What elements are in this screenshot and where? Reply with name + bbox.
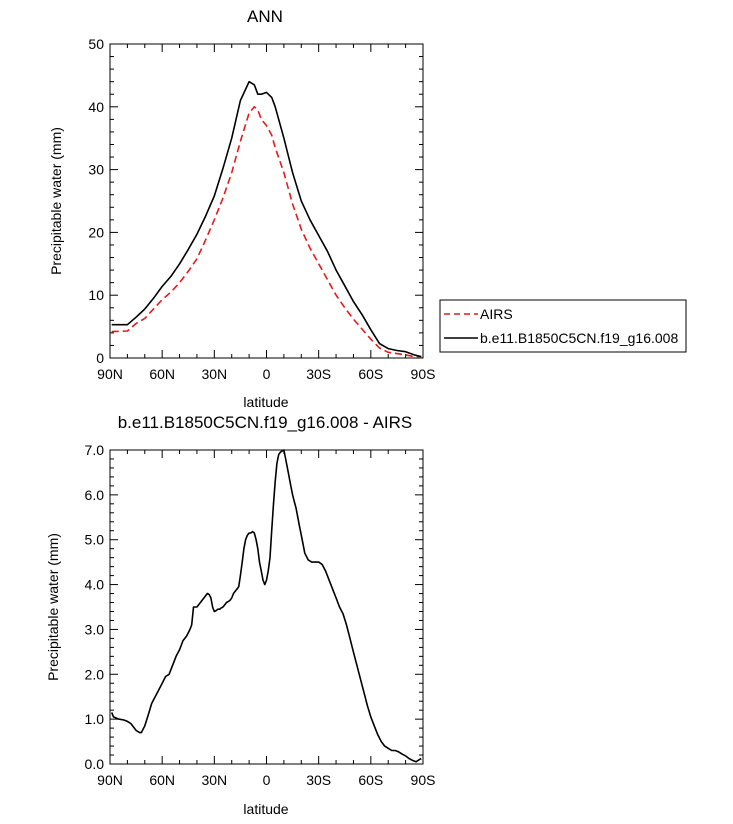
y-axis-ticks: 0.0 1.0 2.0 3.0 4.0 5.0 6.0 7.0 <box>85 442 423 772</box>
y-tick-label: 10 <box>88 287 104 303</box>
x-axis-ticks: 90N 60N 30N 0 30S 60S 90S <box>97 44 435 382</box>
x-tick-label: 90N <box>97 772 123 788</box>
series-lines <box>111 80 422 359</box>
y-tick-label: 50 <box>88 36 104 52</box>
y-tick-label: 0.0 <box>85 756 105 772</box>
chart-precipitable-water-annual: ANN 0 10 20 30 40 50 90N 60N 30N 0 30S 60S 90S lati… <box>48 7 687 410</box>
x-tick-label: 0 <box>263 772 271 788</box>
y-tick-label: 0 <box>96 350 104 366</box>
legend-label-airs: AIRS <box>480 306 513 322</box>
y-tick-label: 2.0 <box>85 666 105 682</box>
y-axis-label: Precipitable water (mm) <box>48 127 64 275</box>
x-tick-label: 60S <box>358 772 383 788</box>
y-tick-label: 4.0 <box>85 577 105 593</box>
y-axis-label: Precipitable water (mm) <box>45 533 61 681</box>
y-tick-label: 40 <box>88 99 104 115</box>
y-tick-label: 1.0 <box>85 711 105 727</box>
x-tick-label: 30N <box>201 772 227 788</box>
x-tick-label: 30S <box>306 772 331 788</box>
y-axis-ticks: 0 10 20 30 40 50 <box>88 36 423 366</box>
chart-title: ANN <box>247 7 283 26</box>
x-tick-label: 0 <box>263 366 271 382</box>
series-line-model <box>111 80 422 358</box>
plot-frame <box>109 449 424 765</box>
x-tick-label: 60N <box>149 772 175 788</box>
legend-box <box>439 299 687 353</box>
x-tick-label: 30S <box>306 366 331 382</box>
legend-label-model: b.e11.B1850C5CN.f19_g16.008 <box>480 330 678 346</box>
x-tick-label: 60S <box>358 366 383 382</box>
x-axis-ticks: 90N 60N 30N 0 30S 60S 90S <box>97 450 435 788</box>
y-tick-label: 7.0 <box>85 442 105 458</box>
chart-precipitable-water-difference: b.e11.B1850C5CN.f19_g16.008 - AIRS 0.0 1.… <box>45 413 435 817</box>
x-tick-label: 90S <box>411 772 436 788</box>
x-tick-label: 60N <box>149 366 175 382</box>
x-tick-label: 30N <box>201 366 227 382</box>
y-tick-label: 30 <box>88 162 104 178</box>
y-tick-label: 5.0 <box>85 532 105 548</box>
x-axis-label: latitude <box>243 801 288 817</box>
legend: AIRS b.e11.B1850C5CN.f19_g16.008 <box>439 299 687 353</box>
series-line-airs <box>111 106 422 359</box>
series-lines <box>110 449 422 763</box>
x-axis-label: latitude <box>243 394 288 410</box>
series-line-difference <box>110 449 422 763</box>
y-tick-label: 3.0 <box>85 621 105 637</box>
y-tick-label: 6.0 <box>85 487 105 503</box>
x-tick-label: 90S <box>411 366 436 382</box>
y-tick-label: 20 <box>88 224 104 240</box>
chart-title: b.e11.B1850C5CN.f19_g16.008 - AIRS <box>118 413 413 432</box>
x-tick-label: 90N <box>97 366 123 382</box>
plot-frame <box>109 43 424 359</box>
